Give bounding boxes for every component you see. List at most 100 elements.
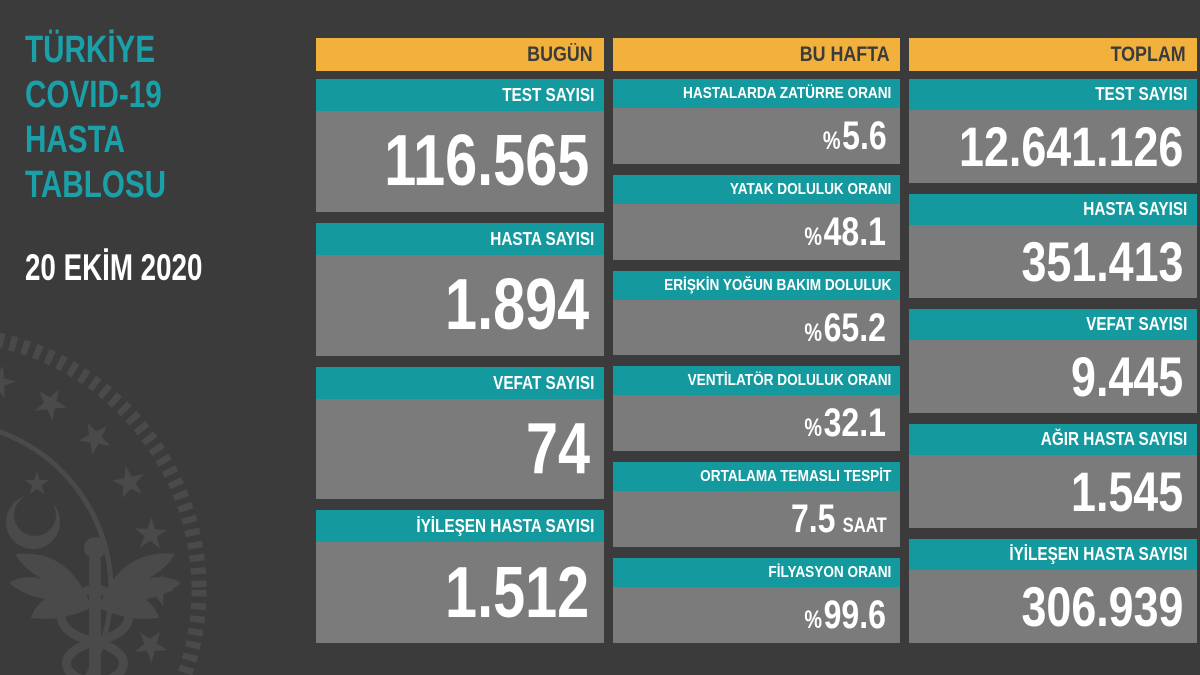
stat-label-bar: TEST SAYISI [909, 79, 1198, 110]
stat-label: VENTİLATÖR DOLULUK ORANI [687, 372, 891, 390]
stat-card-hasta-sayisi: HASTA SAYISI 1.894 [316, 222, 604, 356]
value-number: 12.641.126 [958, 114, 1184, 178]
percent-prefix: % [822, 127, 841, 155]
column-bu-hafta: BU HAFTA HASTALARDA ZATÜRRE ORANI % 5.6 Y… [612, 38, 901, 643]
stat-label: HASTALARDA ZATÜRRE ORANI [682, 85, 891, 102]
stat-value: 351.413 [1021, 229, 1184, 293]
stat-card-toplam-vefat-sayisi: VEFAT SAYISI 9.445 [909, 309, 1198, 413]
value-number: 1.545 [1070, 459, 1184, 523]
stat-card-toplam-iyilesen-hasta-sayisi: İYİLEŞEN HASTA SAYISI 306.939 [909, 539, 1198, 643]
stat-value: % 48.1 [805, 212, 887, 252]
stat-label: HASTA SAYISI [490, 228, 595, 249]
stat-label: ORTALAMA TEMASLI TESPİT SÜRESİ [699, 468, 891, 486]
stat-value: 306.939 [1021, 578, 1183, 635]
report-date: 20 EKİM 2020 [25, 247, 203, 288]
value-number: 99.6 [824, 593, 887, 638]
column-cards: TEST SAYISI 116.565 HASTA SAYISI 1.894 V… [316, 79, 604, 643]
stat-body: 9.445 [909, 340, 1198, 413]
stat-label-bar: İYİLEŞEN HASTA SAYISI [909, 539, 1198, 570]
stat-value: 9.445 [1070, 344, 1184, 408]
stat-label: VEFAT SAYISI [1086, 314, 1188, 334]
percent-prefix: % [804, 607, 823, 635]
stat-label-bar: FİLYASYON ORANI [612, 558, 901, 588]
stat-label-bar: VENTİLATÖR DOLULUK ORANI [612, 366, 901, 396]
value-number: 65.2 [824, 305, 887, 350]
value-number: 116.565 [384, 121, 590, 202]
column-header-label: BUGÜN [527, 43, 593, 66]
stat-card-yogun-bakim-doluluk: ERİŞKİN YOĞUN BAKIM DOLULUK ORANI %65.2 [612, 270, 901, 356]
stat-label: AĞIR HASTA SAYISI [1041, 429, 1188, 449]
value-number: 351.413 [1021, 229, 1184, 293]
star-ring [0, 361, 175, 666]
stat-card-toplam-hasta-sayisi: HASTA SAYISI 351.413 [909, 194, 1198, 298]
stat-body: % 65.2 [612, 299, 901, 356]
stat-label-bar: HASTALARDA ZATÜRRE ORANI [612, 79, 901, 108]
stat-label: TEST SAYISI [1095, 84, 1188, 104]
column-header-label: TOPLAM [1110, 43, 1186, 66]
stats-grid: BUGÜN TEST SAYISI 116.565 HASTA SAYISI 1… [316, 38, 1198, 643]
stat-label-bar: VEFAT SAYISI [316, 366, 604, 399]
percent-prefix: % [804, 319, 823, 347]
stat-value: % 99.6 [805, 595, 887, 635]
stat-value: 74 [526, 413, 590, 485]
column-header-bu-hafta: BU HAFTA [612, 38, 901, 71]
stat-label-bar: AĞIR HASTA SAYISI [909, 424, 1198, 455]
stat-label: FİLYASYON ORANI [768, 564, 891, 582]
stat-value: 1.512 [446, 557, 590, 629]
stat-body: 7.5 SAAT [612, 491, 901, 548]
ministry-of-health-emblem-icon [0, 332, 207, 675]
value-number: 7.5 [790, 497, 836, 542]
stat-body: % 99.6 [612, 587, 901, 643]
stat-label: VEFAT SAYISI [493, 372, 595, 393]
column-cards: TEST SAYISI 12.641.126 HASTA SAYISI 351.… [909, 79, 1198, 643]
stat-body: % 5.6 [612, 108, 901, 164]
stat-body: 74 [316, 398, 604, 500]
value-number: 5.6 [841, 113, 887, 158]
column-toplam: TOPLAM TEST SAYISI 12.641.126 HASTA SAYI… [909, 38, 1198, 643]
stat-card-toplam-test-sayisi: TEST SAYISI 12.641.126 [909, 79, 1198, 183]
value-number: 32.1 [824, 401, 887, 446]
stat-body: 306.939 [909, 570, 1198, 643]
stat-label: İYİLEŞEN HASTA SAYISI [416, 516, 595, 537]
stat-value: 116.565 [385, 125, 590, 197]
stat-body: 12.641.126 [909, 110, 1198, 183]
stat-label: YATAK DOLULUK ORANI [729, 180, 891, 198]
column-cards: HASTALARDA ZATÜRRE ORANI % 5.6 YATAK DOLU… [612, 79, 901, 643]
stat-card-zaturre-orani: HASTALARDA ZATÜRRE ORANI % 5.6 [612, 79, 901, 164]
stat-body: 1.545 [909, 455, 1198, 528]
stat-value: % 32.1 [805, 403, 887, 443]
stat-label-bar: ERİŞKİN YOĞUN BAKIM DOLULUK ORANI [612, 270, 901, 300]
stat-value: % 65.2 [805, 308, 887, 348]
column-header-label: BU HAFTA [799, 43, 890, 66]
stat-label-bar: ORTALAMA TEMASLI TESPİT SÜRESİ [612, 462, 901, 492]
stat-value: 1.545 [1070, 459, 1184, 523]
rope-ring [0, 332, 207, 675]
stat-card-test-sayisi: TEST SAYISI 116.565 [316, 79, 604, 212]
stat-label: TEST SAYISI [502, 85, 595, 105]
crescent-and-star-icon [6, 471, 60, 549]
stat-card-filyasyon-orani: FİLYASYON ORANI % 99.6 [612, 558, 901, 643]
stat-body: 1.894 [316, 254, 604, 356]
stat-card-yatak-doluluk: YATAK DOLULUK ORANI % 48.1 [612, 174, 901, 260]
caduceus-icon [9, 537, 181, 675]
stat-value: 12.641.126 [958, 114, 1184, 178]
stat-card-agir-hasta-sayisi: AĞIR HASTA SAYISI 1.545 [909, 424, 1198, 528]
value-number: 9.445 [1070, 344, 1184, 408]
stat-body: 1.512 [316, 542, 604, 643]
value-number: 74 [525, 408, 590, 489]
stat-body: 116.565 [316, 111, 604, 212]
column-bugun: BUGÜN TEST SAYISI 116.565 HASTA SAYISI 1… [316, 38, 604, 643]
value-number: 1.512 [445, 552, 590, 633]
stat-label: İYİLEŞEN HASTA SAYISI [1009, 544, 1188, 564]
stat-label-bar: TEST SAYISI [316, 79, 604, 111]
inner-ring [0, 429, 114, 675]
stat-label-bar: HASTA SAYISI [909, 194, 1198, 225]
percent-prefix: % [804, 223, 823, 251]
stat-label-bar: VEFAT SAYISI [909, 309, 1198, 340]
percent-prefix: % [804, 415, 823, 443]
stat-value: 7.5 SAAT [791, 499, 887, 539]
value-number: 48.1 [824, 209, 887, 254]
stat-body: % 48.1 [612, 203, 901, 260]
